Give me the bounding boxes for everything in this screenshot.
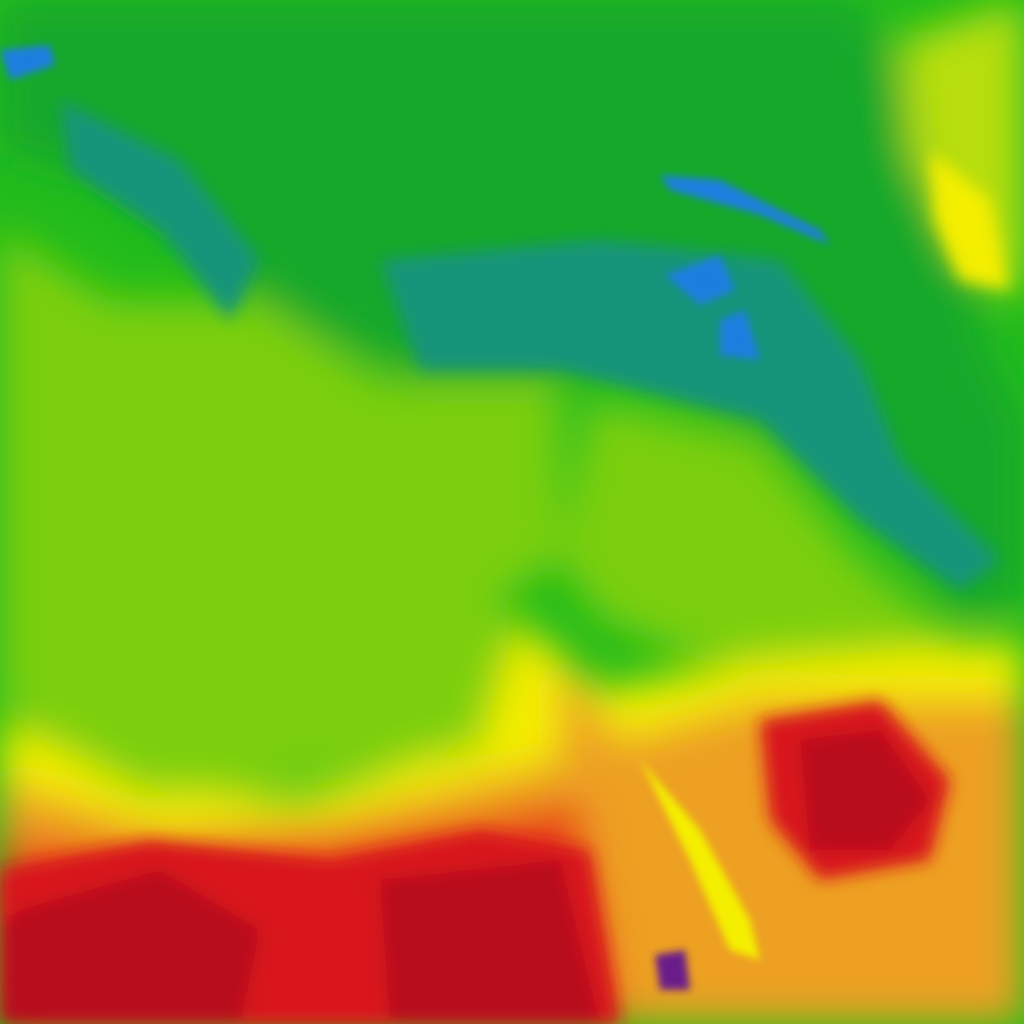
cold-ridge [60, 100, 260, 320]
cold-highland [380, 240, 1000, 590]
ne-hot-strip [930, 150, 1010, 290]
eastern-mild-region [560, 400, 960, 680]
cold-spot [720, 310, 760, 360]
hot-core-east-inner [800, 730, 930, 850]
coastal-strip [640, 760, 760, 960]
cold-spot [665, 255, 735, 305]
hot-core-central [380, 860, 600, 1024]
central-mild-region [0, 230, 560, 800]
hot-core-west-inner [0, 870, 260, 1024]
cold-spot [0, 45, 55, 80]
cold-spot [660, 175, 830, 245]
extreme-spot [655, 950, 690, 990]
